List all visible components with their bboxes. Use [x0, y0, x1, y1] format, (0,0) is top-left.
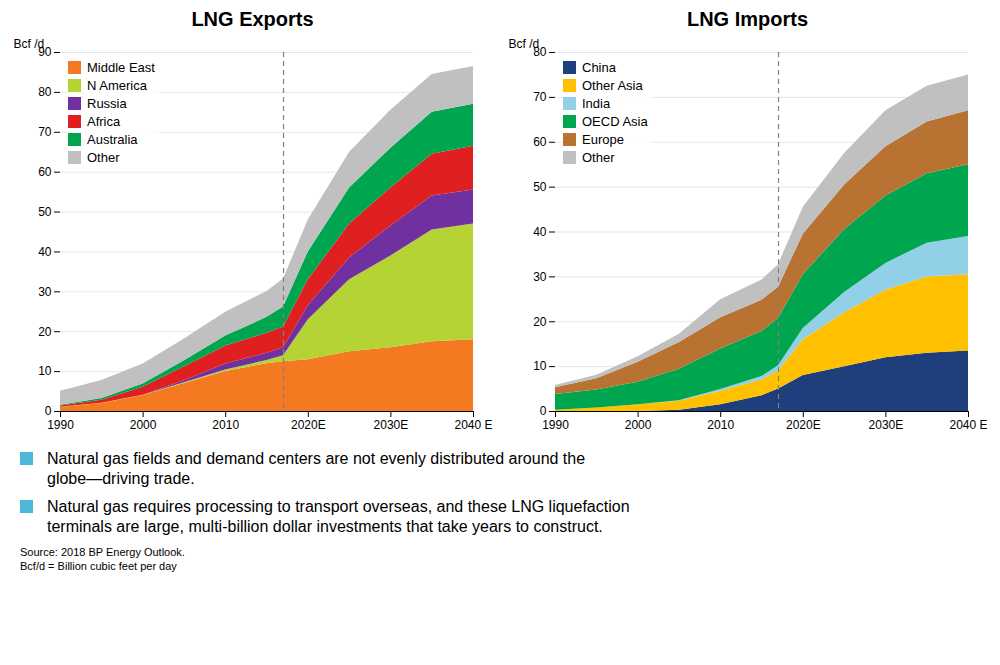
svg-text:80: 80: [38, 85, 52, 99]
svg-text:0: 0: [540, 404, 547, 418]
svg-text:60: 60: [38, 165, 52, 179]
svg-text:10: 10: [38, 364, 52, 378]
svg-text:2030E: 2030E: [374, 418, 409, 432]
svg-text:30: 30: [533, 270, 547, 284]
html-text:Other: Other: [87, 149, 120, 165]
svg-text:70: 70: [38, 125, 52, 139]
html-text:LNG Exports: LNG Exports: [191, 8, 314, 30]
html-text:Russia: Russia: [87, 95, 127, 111]
svg-text:40: 40: [533, 225, 547, 239]
html-text:OECD Asia: OECD Asia: [582, 113, 648, 129]
html-text:Natural gas requires processin: Natural gas requires processing to trans…: [47, 498, 630, 535]
svg-text:2030E: 2030E: [869, 418, 904, 432]
html-text:LNG Imports: LNG Imports: [686, 8, 809, 30]
svg-text:2010: 2010: [212, 418, 239, 432]
svg-text:2040 E: 2040 E: [454, 418, 492, 432]
html-text:Natural gas fields and demand: Natural gas fields and demand centers ar…: [47, 450, 586, 487]
svg-text:1990: 1990: [542, 418, 569, 432]
svg-text:60: 60: [533, 135, 547, 149]
svg-text:20: 20: [38, 325, 52, 339]
svg-text:10: 10: [533, 359, 547, 373]
svg-text:2000: 2000: [130, 418, 157, 432]
html-text:China: China: [582, 59, 616, 75]
svg-text:70: 70: [533, 90, 547, 104]
svg-text:2020E: 2020E: [291, 418, 326, 432]
svg-text:2010: 2010: [707, 418, 734, 432]
svg-text:50: 50: [533, 180, 547, 194]
html-text:Europe: Europe: [582, 131, 624, 147]
html-text:Other Asia: Other Asia: [582, 77, 643, 93]
svg-text:30: 30: [38, 285, 52, 299]
html-text:Other: Other: [582, 149, 615, 165]
svg-text:2040 E: 2040 E: [949, 418, 987, 432]
svg-text:50: 50: [38, 205, 52, 219]
svg-text:80: 80: [533, 45, 547, 60]
svg-text:2000: 2000: [625, 418, 652, 432]
svg-text:1990: 1990: [47, 418, 74, 432]
html-text:Africa: Africa: [87, 113, 121, 129]
html-text:India: India: [582, 95, 611, 111]
svg-text:90: 90: [38, 45, 52, 60]
svg-text:20: 20: [533, 315, 547, 329]
svg-text:2020E: 2020E: [786, 418, 821, 432]
svg-text:Bcf /d: Bcf /d: [14, 37, 45, 51]
svg-text:0: 0: [45, 404, 52, 418]
html-text:Australia: Australia: [87, 131, 138, 147]
svg-text:Bcf /d: Bcf /d: [509, 37, 540, 51]
html-text:N America: N America: [87, 77, 147, 93]
html-text:Source: 2018 BP Energy Outlook: Source: 2018 BP Energy Outlook. Bcf/d = …: [20, 546, 185, 573]
svg-text:40: 40: [38, 245, 52, 259]
html-text:Middle East: Middle East: [87, 59, 155, 75]
